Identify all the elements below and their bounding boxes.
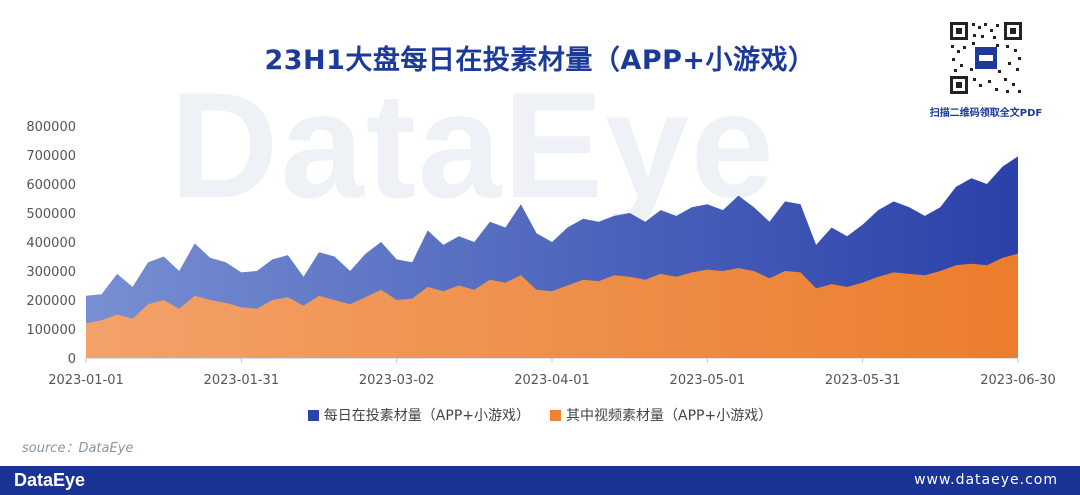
chart-title: 23H1大盘每日在投素材量（APP+小游戏）	[264, 45, 816, 76]
x-axis-ticks: 2023-01-01 2023-01-31 2023-03-02 2023-04-01…	[48, 358, 1056, 388]
x-tick-label: 2023-05-01	[670, 373, 746, 388]
footer-bar: DataEye www.dataeye.com	[0, 466, 1080, 495]
y-axis-ticks: 800000 700000 600000 500000 400000 300000 2000…	[26, 120, 76, 367]
y-tick-label: 400000	[26, 236, 76, 251]
footer-logo: DataEye	[14, 470, 86, 490]
y-tick-label: 800000	[26, 120, 76, 135]
source-note: source：DataEye	[22, 441, 134, 456]
x-tick-label: 2023-01-01	[48, 373, 124, 388]
y-tick-label: 700000	[26, 149, 76, 164]
legend-swatch-total	[307, 409, 319, 421]
chart-legend: 每日在投素材量（APP+小游戏） 其中视频素材量（APP+小游戏）	[0, 405, 1080, 425]
x-tick-label: 2023-01-31	[204, 373, 280, 388]
x-tick-label: 2023-05-31	[825, 373, 901, 388]
y-tick-label: 600000	[26, 178, 76, 193]
y-tick-label: 300000	[26, 265, 76, 280]
x-tick-label: 2023-04-01	[514, 373, 590, 388]
legend-swatch-video	[550, 409, 561, 421]
y-tick-label: 100000	[26, 323, 76, 338]
qr-code-icon	[948, 20, 1024, 96]
x-tick-label: 2023-06-30	[980, 373, 1056, 388]
legend-label-video: 其中视频素材量（APP+小游戏）	[566, 408, 773, 424]
y-tick-label: 0	[68, 352, 76, 367]
legend-item-video[interactable]: 其中视频素材量（APP+小游戏）	[550, 405, 772, 425]
x-tick-label: 2023-03-02	[359, 373, 435, 388]
legend-label-total: 每日在投素材量（APP+小游戏）	[323, 408, 530, 424]
qr-code[interactable]	[948, 20, 1024, 96]
y-tick-label: 500000	[26, 207, 76, 222]
y-tick-label: 200000	[26, 294, 76, 309]
qr-caption: 扫描二维码领取全文PDF	[929, 108, 1043, 119]
legend-item-total[interactable]: 每日在投素材量（APP+小游戏）	[307, 405, 530, 425]
video-area-series	[86, 253, 1018, 358]
watermark-logo: DataEye	[170, 61, 777, 229]
footer-url[interactable]: www.dataeye.com	[914, 472, 1058, 488]
area-chart: 800000 700000 600000 500000 400000 300000 2000…	[26, 120, 1056, 388]
